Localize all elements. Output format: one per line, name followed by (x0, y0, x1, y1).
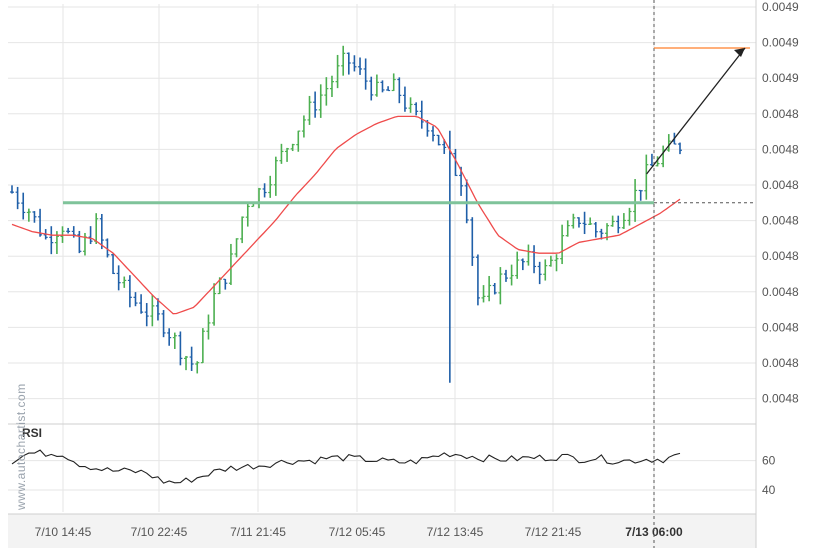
rsi-tick-label: 40 (762, 483, 776, 497)
y-tick-label: 0.0048 (762, 214, 799, 228)
y-tick-label: 0.0049 (762, 71, 799, 85)
y-tick-label: 0.0048 (762, 285, 799, 299)
rsi-label: RSI (22, 426, 42, 440)
x-tick-label: 7/10 22:45 (131, 525, 188, 539)
y-tick-label: 0.0048 (762, 320, 799, 334)
rsi-panel (8, 424, 756, 512)
y-tick-label: 0.0048 (762, 392, 799, 406)
watermark: www.autochartist.com (14, 383, 28, 510)
x-tick-label: 7/12 21:45 (525, 525, 582, 539)
moving-average-line (11, 115, 681, 315)
price-panel (8, 4, 756, 424)
rsi-line (11, 449, 681, 484)
x-axis-band (8, 514, 756, 548)
x-tick-label: 7/12 05:45 (329, 525, 386, 539)
y-tick-label: 0.0048 (762, 178, 799, 192)
y-tick-label: 0.0048 (762, 249, 799, 263)
forecast-arrowhead (734, 48, 745, 57)
y-tick-label: 0.0048 (762, 107, 799, 121)
y-tick-label: 0.0049 (762, 36, 799, 50)
forecast-arrow-line (646, 47, 746, 175)
x-tick-label: 7/12 13:45 (427, 525, 484, 539)
y-tick-label: 0.0048 (762, 356, 799, 370)
x-tick-label: 7/13 06:00 (625, 525, 683, 539)
x-tick-label: 7/11 21:45 (230, 525, 286, 539)
y-tick-label: 0.0049 (762, 0, 799, 14)
x-tick-label: 7/10 14:45 (35, 525, 92, 539)
rsi-tick-label: 60 (762, 454, 776, 468)
y-tick-label: 0.0048 (762, 142, 799, 156)
